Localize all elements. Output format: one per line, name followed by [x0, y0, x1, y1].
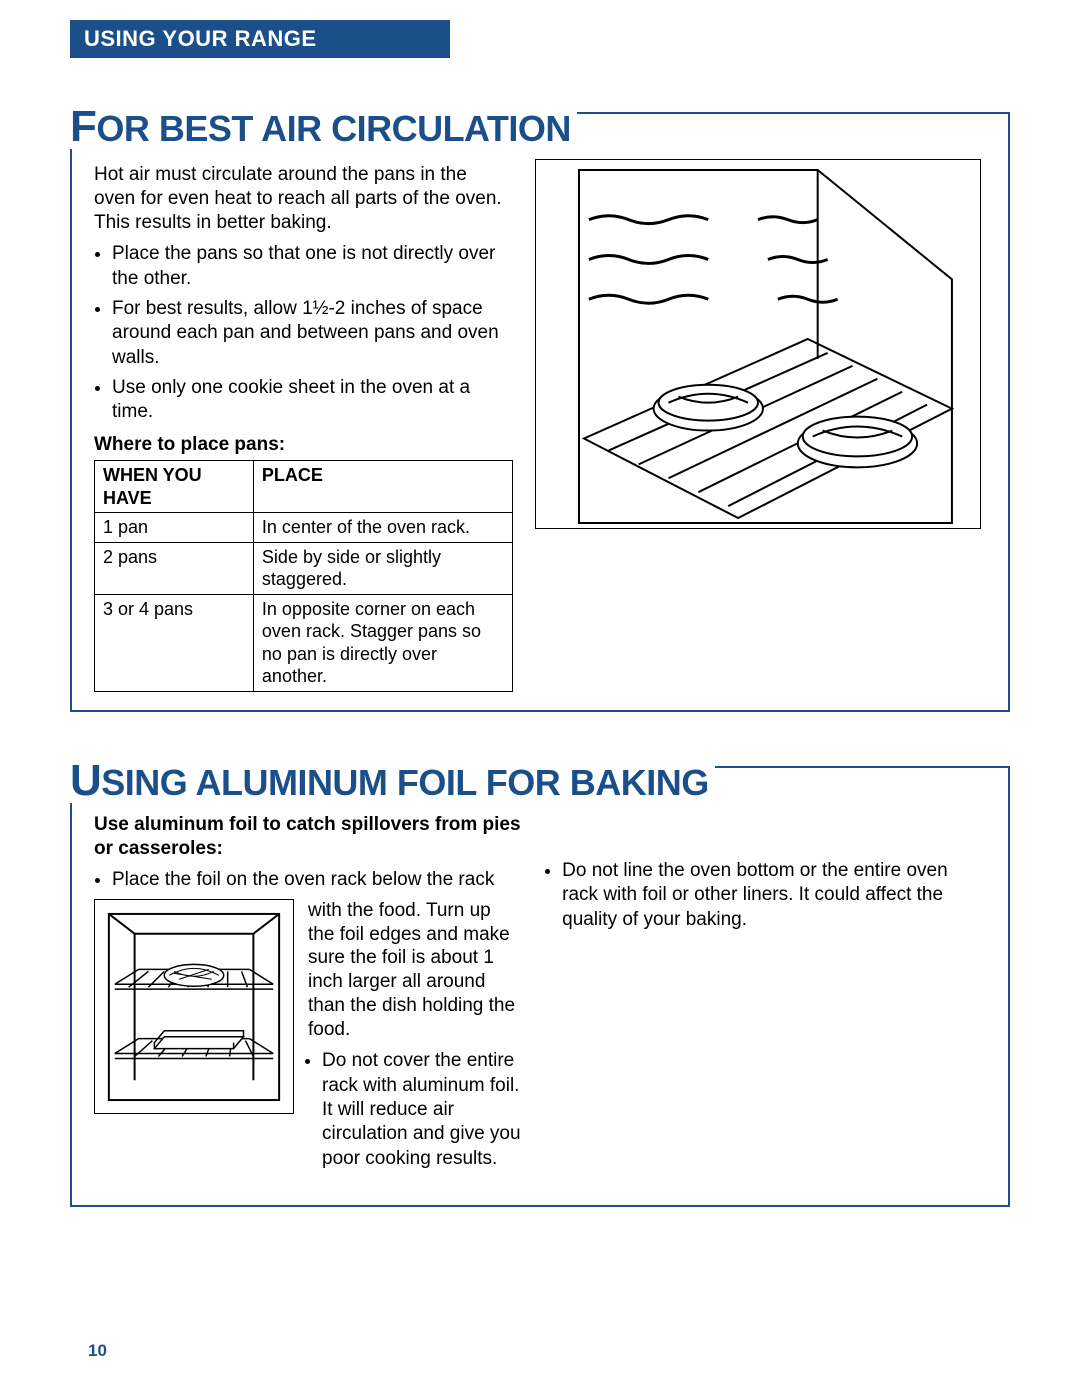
- section-title-air: FOR BEST AIR CIRCULATION: [70, 105, 577, 149]
- foil-lead: Use aluminum foil to catch spillovers fr…: [94, 813, 522, 861]
- title-char: F: [70, 102, 96, 151]
- table-row: 2 pans Side by side or slightly staggere…: [95, 542, 513, 594]
- list-item: Do not cover the entire rack with alumin…: [322, 1049, 522, 1171]
- table-cell: In center of the oven rack.: [253, 513, 512, 543]
- table-cell: 1 pan: [95, 513, 254, 543]
- pan-placement-table: WHEN YOU HAVE PLACE 1 pan In center of t…: [94, 460, 513, 692]
- table-caption: Where to place pans:: [94, 434, 513, 456]
- table-row: 3 or 4 pans In opposite corner on each o…: [95, 594, 513, 691]
- table-cell: Side by side or slightly staggered.: [253, 542, 512, 594]
- section-title-foil: USING ALUMINUM FOIL FOR BAKING: [70, 759, 715, 803]
- title-rest: SING ALUMINUM FOIL FOR BAKING: [101, 762, 708, 803]
- table-header: WHEN YOU HAVE: [95, 461, 254, 513]
- section-header-bar: USING YOUR RANGE: [70, 20, 450, 58]
- oven-illustration: [535, 159, 981, 529]
- title-char: U: [70, 756, 101, 805]
- section-aluminum-foil: USING ALUMINUM FOIL FOR BAKING Use alumi…: [70, 766, 1010, 1207]
- foil-illustration: [94, 899, 294, 1114]
- wrap-text: with the food. Turn up the foil edges an…: [308, 899, 522, 1042]
- table-row: 1 pan In center of the oven rack.: [95, 513, 513, 543]
- list-item: Do not line the oven bottom or the entir…: [562, 859, 981, 932]
- section-air-circulation: FOR BEST AIR CIRCULATION Hot air must ci…: [70, 112, 1010, 712]
- list-item: Place the foil on the oven rack below th…: [112, 868, 522, 892]
- table-cell: 2 pans: [95, 542, 254, 594]
- title-rest: OR BEST AIR CIRCULATION: [96, 108, 570, 149]
- list-item: Use only one cookie sheet in the oven at…: [112, 376, 513, 425]
- table-cell: 3 or 4 pans: [95, 594, 254, 691]
- intro-text: Hot air must circulate around the pans i…: [94, 163, 513, 234]
- page-number: 10: [88, 1341, 107, 1361]
- list-item: Place the pans so that one is not direct…: [112, 242, 513, 291]
- table-cell: In opposite corner on each oven rack. St…: [253, 594, 512, 691]
- list-item: For best results, allow 1½-2 inches of s…: [112, 297, 513, 370]
- tips-list: Place the pans so that one is not direct…: [94, 242, 513, 424]
- table-header: PLACE: [253, 461, 512, 513]
